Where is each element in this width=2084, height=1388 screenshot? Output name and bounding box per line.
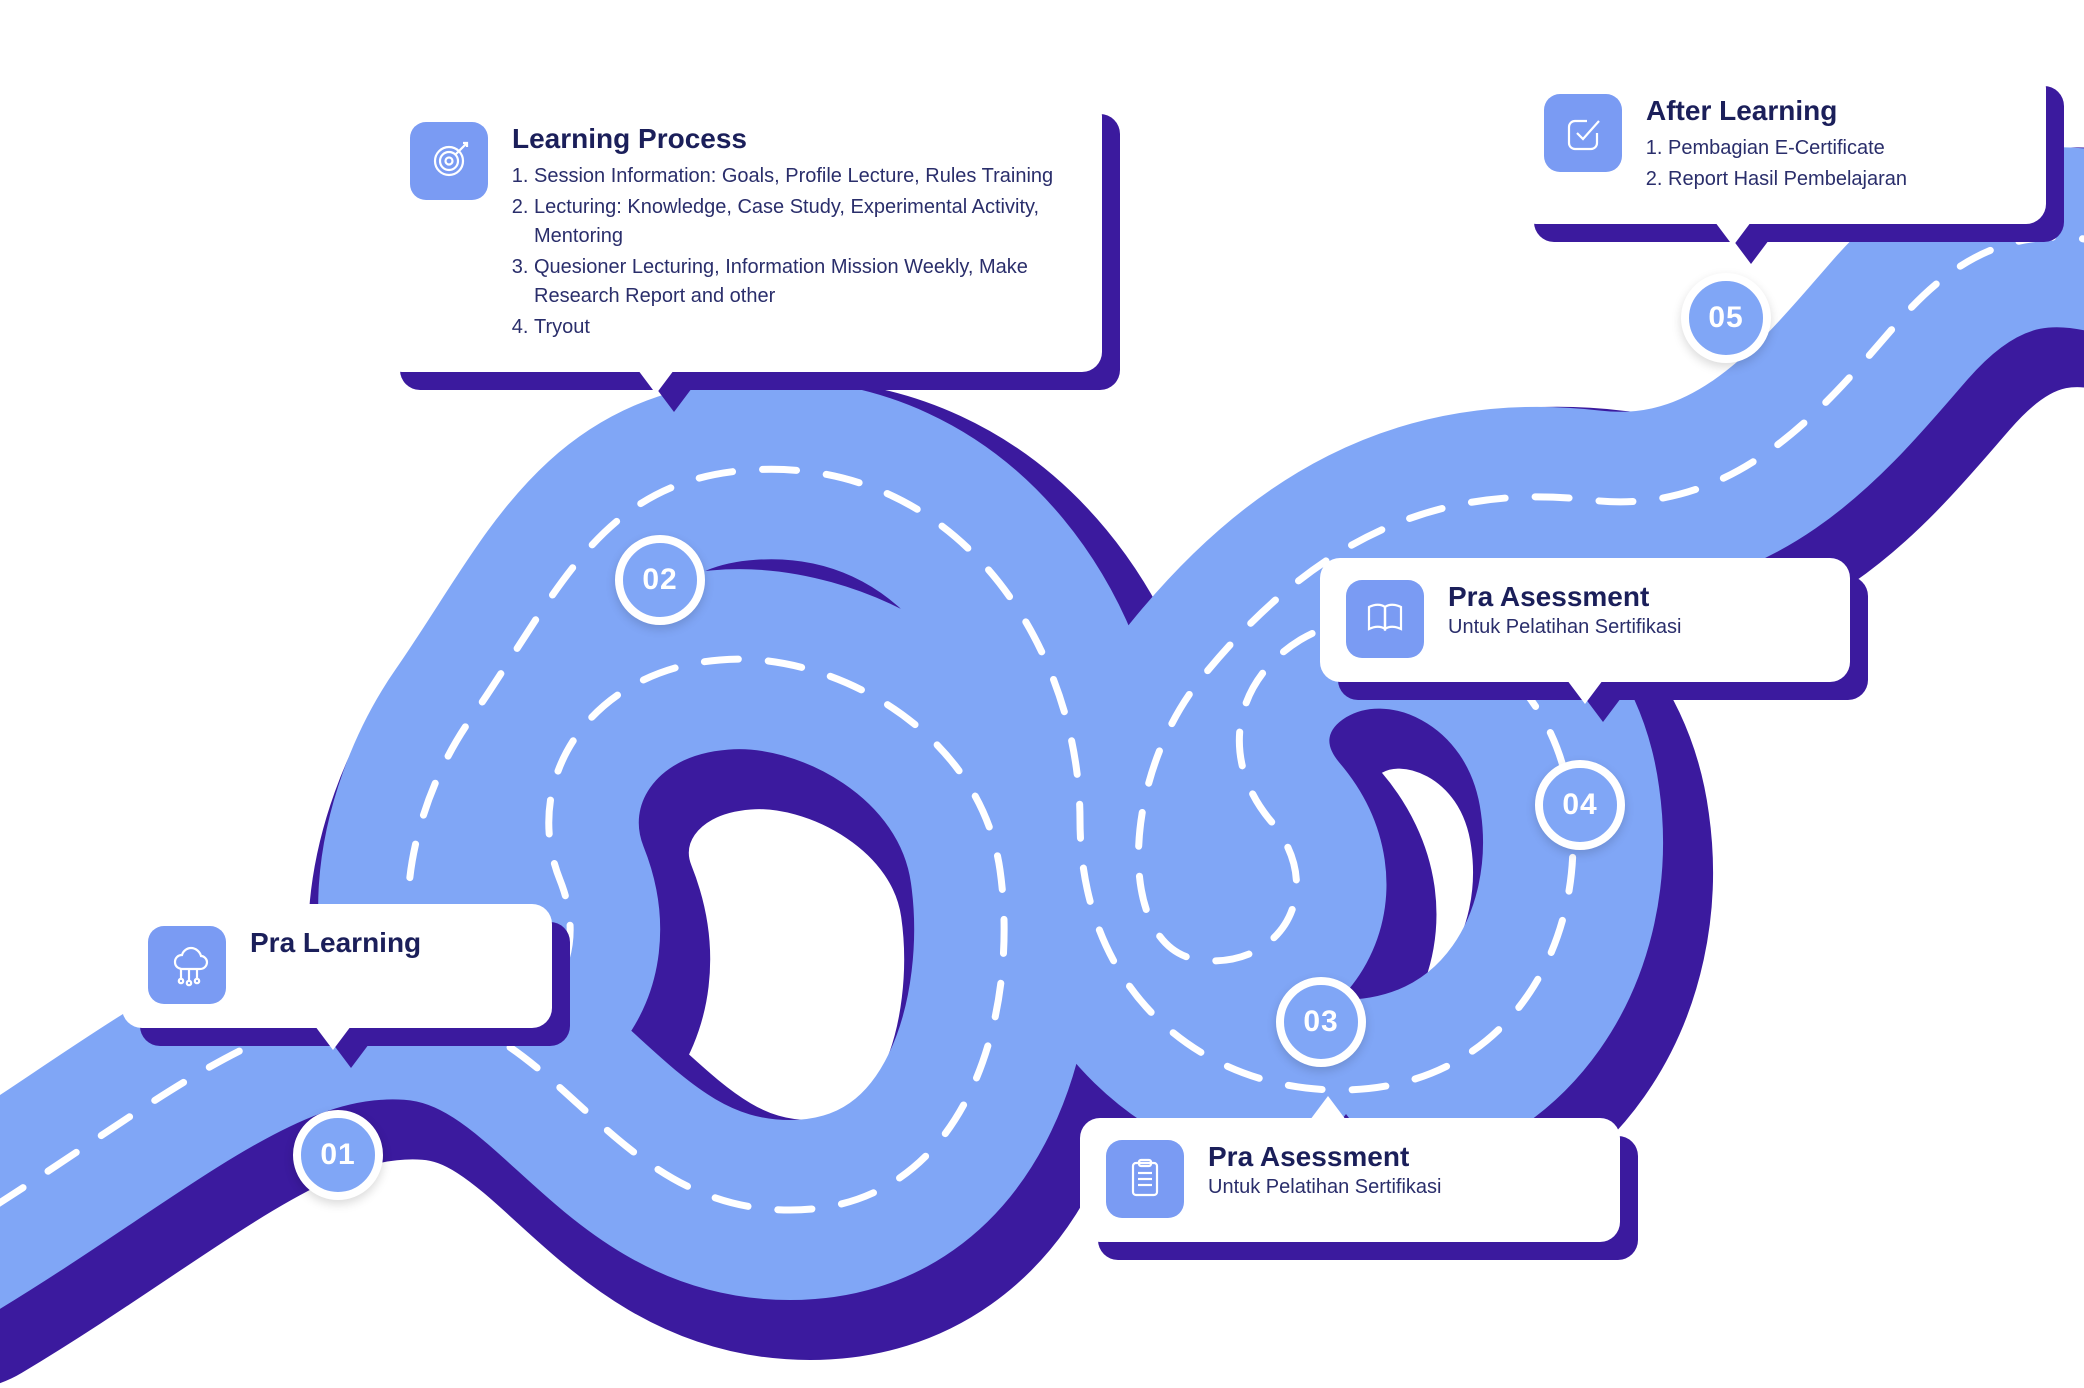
step-card-04: Pra AsessmentUntuk Pelatihan Sertifikasi: [1320, 558, 1850, 682]
card-pointer: [315, 1026, 351, 1050]
card-title: Pra Learning: [250, 926, 421, 960]
card-items: Session Information: Goals, Profile Lect…: [512, 162, 1070, 342]
card-item: Lecturing: Knowledge, Case Study, Experi…: [534, 193, 1070, 251]
step-card-03: Pra AsessmentUntuk Pelatihan Sertifikasi: [1080, 1118, 1620, 1242]
open-book-icon: [1346, 580, 1424, 658]
card-pointer: [1715, 222, 1751, 246]
card-item: Quesioner Lecturing, Information Mission…: [534, 253, 1070, 311]
card-text: Pra Learning: [250, 926, 421, 962]
card-text: After Learning Pembagian E-CertificateRep…: [1646, 94, 1907, 196]
card-pointer: [638, 370, 674, 394]
step-badge-04: 04: [1535, 760, 1625, 850]
card-items: Pembagian E-CertificateReport Hasil Pemb…: [1646, 134, 1907, 194]
step-badge-01: 01: [293, 1110, 383, 1200]
card-item: Report Hasil Pembelajaran: [1668, 165, 1907, 194]
card-pointer: [1310, 1096, 1346, 1120]
card-title: Learning Process: [512, 122, 1070, 156]
card-title: Pra Asessment: [1448, 580, 1681, 614]
clipboard-list-icon: [1106, 1140, 1184, 1218]
card-item: Pembagian E-Certificate: [1668, 134, 1907, 163]
checkmark-box-icon: [1544, 94, 1622, 172]
step-badge-05: 05: [1681, 273, 1771, 363]
step-badge-02: 02: [615, 535, 705, 625]
card-item: Tryout: [534, 313, 1070, 342]
card-pointer: [1567, 680, 1603, 704]
card-title: Pra Asessment: [1208, 1140, 1441, 1174]
card-subtitle: Untuk Pelatihan Sertifikasi: [1208, 1176, 1441, 1199]
card-title: After Learning: [1646, 94, 1907, 128]
target-icon: [410, 122, 488, 200]
step-card-05: After Learning Pembagian E-CertificateRep…: [1516, 68, 2046, 224]
card-subtitle: Untuk Pelatihan Sertifikasi: [1448, 616, 1681, 639]
card-item: Session Information: Goals, Profile Lect…: [534, 162, 1070, 191]
card-text: Pra AsessmentUntuk Pelatihan Sertifikasi: [1448, 580, 1681, 639]
step-card-01: Pra Learning: [122, 904, 552, 1028]
cloud-network-icon: [148, 926, 226, 1004]
card-text: Learning Process Session Information: Goa…: [512, 122, 1070, 344]
roadmap-stage: Pra Learning Learning Process Session Info…: [0, 0, 2084, 1388]
step-card-02: Learning Process Session Information: Goa…: [382, 96, 1102, 372]
card-text: Pra AsessmentUntuk Pelatihan Sertifikasi: [1208, 1140, 1441, 1199]
step-badge-03: 03: [1276, 977, 1366, 1067]
